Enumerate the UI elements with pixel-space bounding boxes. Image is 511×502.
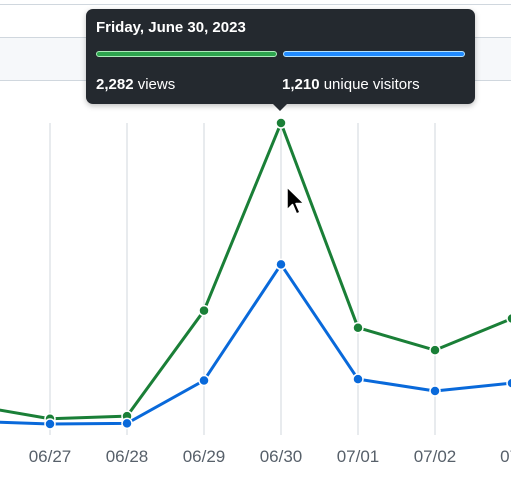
- data-point-views-07/01[interactable]: [352, 321, 364, 334]
- data-point-views-06/29[interactable]: [198, 304, 210, 317]
- data-point-unique-visitors-06/29[interactable]: [198, 374, 210, 387]
- x-tick-label: 07/: [500, 447, 511, 466]
- visitors-bar: [283, 51, 465, 57]
- data-point-unique-visitors-07/02[interactable]: [429, 385, 441, 397]
- series-line-unique-visitors: [0, 262, 511, 426]
- data-point-views-07/03[interactable]: [506, 312, 511, 325]
- views-count: 2,282: [96, 76, 134, 93]
- data-point-unique-visitors-06/30[interactable]: [275, 258, 287, 271]
- data-point-unique-visitors-06/28[interactable]: [121, 417, 133, 430]
- x-tick-label: 06/28: [106, 447, 149, 466]
- data-point-unique-visitors-06/27[interactable]: [44, 418, 56, 430]
- mouse-pointer-icon: [286, 186, 305, 215]
- x-tick-label: 06/27: [29, 447, 72, 466]
- x-tick-label: 06/29: [183, 447, 226, 466]
- tooltip-visitors: 1,210 unique visitors: [282, 76, 420, 93]
- data-point-unique-visitors-07/01[interactable]: [352, 373, 364, 385]
- series-line-views: [0, 121, 511, 421]
- x-tick-label: 06/30: [260, 447, 303, 466]
- visitors-label: unique visitors: [323, 76, 420, 93]
- visitors-count: 1,210: [282, 76, 320, 93]
- chart-tooltip: Friday, June 30, 2023 2,282 views 1,210 …: [86, 9, 475, 111]
- views-label: views: [137, 76, 176, 93]
- tooltip-date: Friday, June 30, 2023: [96, 19, 246, 36]
- x-tick-label: 07/01: [337, 447, 380, 466]
- views-bar: [96, 51, 277, 57]
- header-divider: [0, 4, 511, 5]
- tooltip-views: 2,282 views: [96, 76, 175, 93]
- x-tick-label: 07/02: [414, 447, 457, 466]
- data-point-views-07/02[interactable]: [429, 344, 441, 356]
- data-point-views-06/30[interactable]: [275, 117, 287, 129]
- data-point-unique-visitors-07/03[interactable]: [506, 377, 511, 389]
- tooltip-caret: [272, 103, 288, 111]
